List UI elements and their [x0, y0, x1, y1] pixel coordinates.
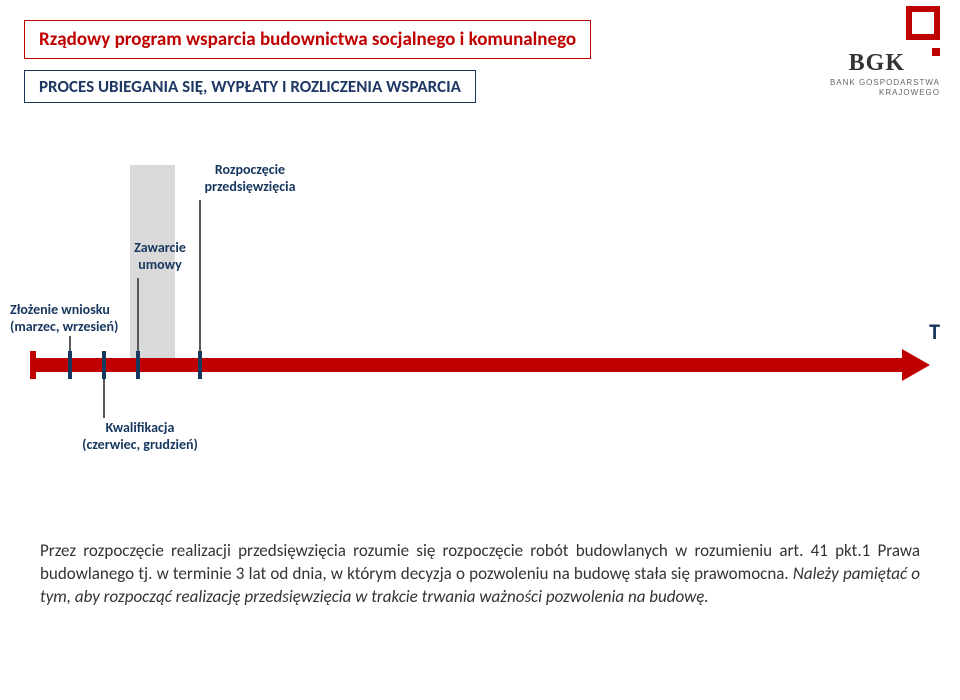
event-qual-line1: Kwalifikacja	[106, 419, 175, 436]
logo-sub-line2: KRAJOWEGO	[879, 88, 940, 97]
timeline-arrow-icon	[902, 349, 930, 381]
title-box: Rządowy program wsparcia budownictwa soc…	[24, 20, 591, 59]
body-paragraph: Przez rozpoczęcie realizacji przedsięwzi…	[40, 540, 920, 609]
logo-bgk-text: BGK	[849, 50, 905, 77]
logo-square-icon	[906, 6, 940, 40]
event-contract-line2: umowy	[138, 256, 182, 273]
timeline-bar	[36, 358, 902, 372]
subtitle-box: PROCES UBIEGANIA SIĘ, WYPŁATY I ROZLICZE…	[24, 70, 476, 103]
timeline-tick-2	[102, 351, 106, 379]
event-submit-label: Złożenie wniosku (marzec, wrzesień)	[10, 302, 160, 336]
timeline-leftcap	[30, 351, 36, 379]
timeline-svg	[30, 345, 930, 385]
event-contract-line1: Zawarcie	[134, 239, 186, 256]
event-submit-line2: (marzec, wrzesień)	[10, 318, 118, 335]
logo-subtitle: BANK GOSPODARSTWA KRAJOWEGO	[830, 78, 940, 97]
timeline-tick-4	[198, 351, 202, 379]
event-submit-line1: Złożenie wniosku	[10, 301, 110, 318]
event-start-label: Rozpoczęcie przedsięwzięcia	[160, 162, 340, 196]
timeline-tick-1	[68, 351, 72, 379]
event-start-line1: Rozpoczęcie	[215, 161, 285, 178]
event-qual-label: Kwalifikacja (czerwiec, grudzień)	[55, 420, 225, 454]
timeline	[30, 345, 930, 385]
event-contract-label: Zawarcie umowy	[100, 240, 220, 274]
event-start-line2: przedsięwzięcia	[205, 178, 296, 195]
logo-dot-icon	[932, 48, 940, 56]
t-marker: T	[929, 318, 940, 345]
logo-sub-line1: BANK GOSPODARSTWA	[830, 78, 940, 87]
timeline-tick-3	[136, 351, 140, 379]
event-qual-line2: (czerwiec, grudzień)	[82, 436, 198, 453]
